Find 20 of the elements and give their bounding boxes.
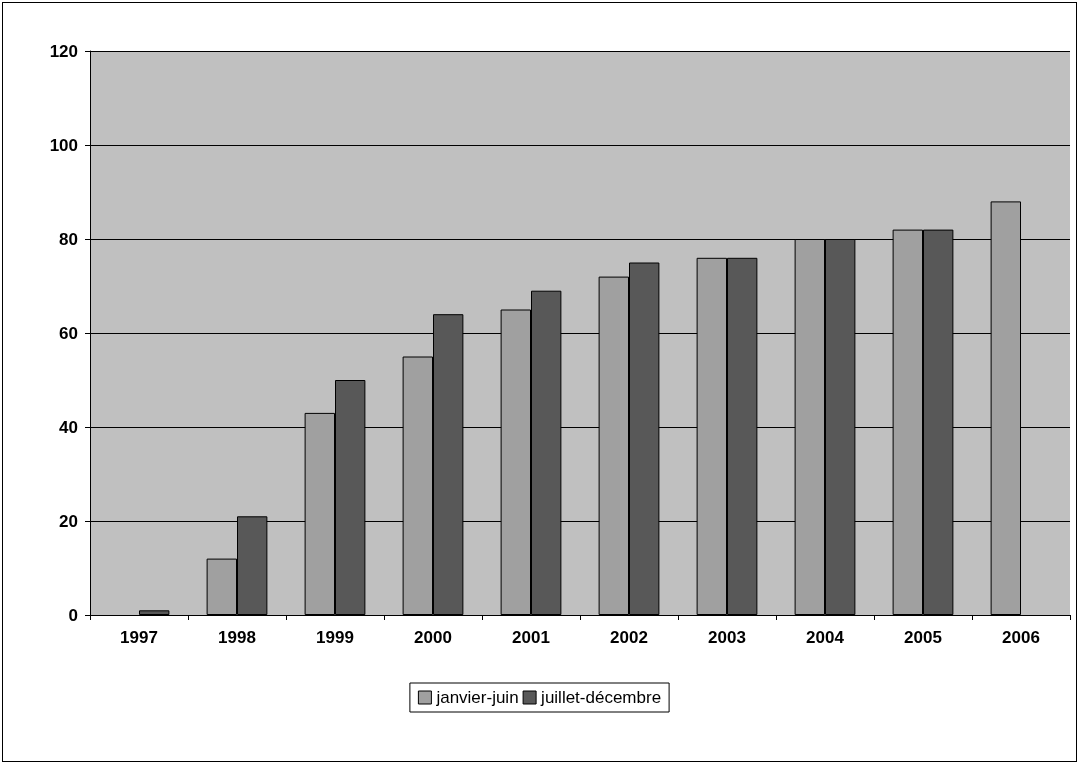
x-tick-label: 2006 [1002, 628, 1040, 647]
x-tick-label: 2003 [708, 628, 746, 647]
x-tick-label: 1998 [218, 628, 256, 647]
y-tick-label: 40 [59, 417, 78, 437]
x-tick-label: 2004 [806, 628, 845, 647]
x-tick-label: 2005 [904, 628, 942, 647]
y-tick-label: 80 [59, 229, 78, 249]
x-tick-label: 1997 [120, 628, 158, 647]
legend-label: janvier-juin [435, 688, 519, 707]
y-tick-label: 20 [59, 511, 78, 531]
bar [139, 610, 170, 615]
y-tick-label: 60 [59, 323, 78, 343]
legend-label: juillet-décembre [540, 688, 662, 707]
x-tick-label: 2002 [610, 628, 648, 647]
x-tick-label: 2001 [512, 628, 550, 647]
x-tick-label: 1999 [316, 628, 354, 647]
y-tick-label: 120 [49, 41, 78, 61]
y-tick-label: 100 [49, 135, 78, 155]
y-tick-label: 0 [68, 605, 78, 625]
x-tick-label: 2000 [414, 628, 452, 647]
